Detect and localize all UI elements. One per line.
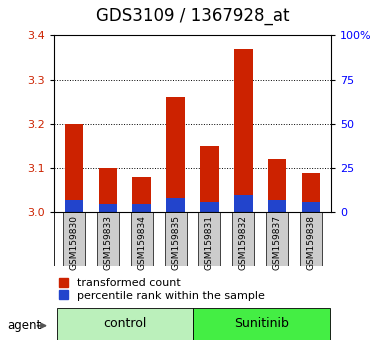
Bar — [166, 198, 185, 212]
Bar — [300, 212, 322, 266]
Bar — [198, 212, 220, 266]
Text: GSM159830: GSM159830 — [70, 215, 79, 270]
Bar — [301, 202, 320, 212]
Text: agent: agent — [8, 319, 42, 332]
Text: control: control — [103, 318, 147, 330]
Bar — [99, 168, 117, 212]
Bar — [97, 212, 119, 266]
Bar — [268, 200, 286, 212]
Bar — [165, 212, 187, 266]
Bar — [200, 146, 219, 212]
Text: Sunitinib: Sunitinib — [234, 318, 289, 330]
Bar — [131, 212, 153, 266]
Bar — [132, 204, 151, 212]
Bar — [301, 173, 320, 212]
Legend: transformed count, percentile rank within the sample: transformed count, percentile rank withi… — [59, 278, 265, 301]
Bar — [166, 97, 185, 212]
Bar — [193, 308, 330, 340]
Text: GSM159831: GSM159831 — [205, 215, 214, 270]
Text: GSM159834: GSM159834 — [137, 215, 146, 270]
Bar — [65, 124, 84, 212]
Bar — [266, 212, 288, 266]
Text: GDS3109 / 1367928_at: GDS3109 / 1367928_at — [96, 7, 289, 25]
Bar — [200, 202, 219, 212]
Bar — [99, 204, 117, 212]
Bar — [63, 212, 85, 266]
Bar — [268, 159, 286, 212]
Text: GSM159833: GSM159833 — [104, 215, 112, 270]
Text: GSM159832: GSM159832 — [239, 215, 248, 270]
Bar — [234, 48, 253, 212]
Bar — [234, 195, 253, 212]
Text: GSM159837: GSM159837 — [273, 215, 281, 270]
Text: GSM159838: GSM159838 — [306, 215, 315, 270]
Text: GSM159835: GSM159835 — [171, 215, 180, 270]
Bar — [57, 308, 192, 340]
Bar — [232, 212, 254, 266]
Bar — [65, 200, 84, 212]
Bar — [132, 177, 151, 212]
